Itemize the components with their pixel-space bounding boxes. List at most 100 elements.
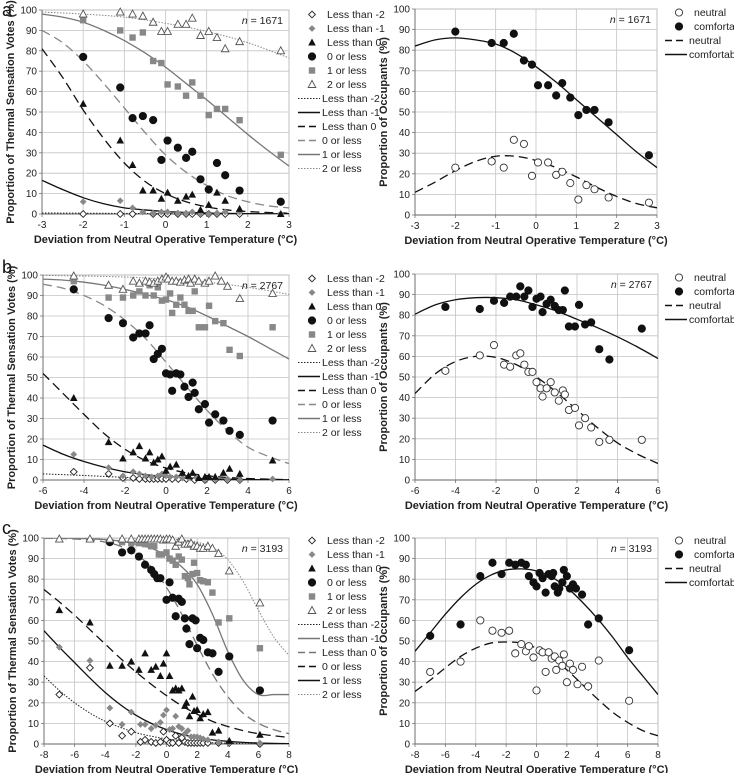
y-tick-label: 40: [399, 128, 411, 139]
x-tick-label: -4: [101, 750, 110, 761]
data-point-0-or-less: [191, 616, 200, 625]
legend-marker: [308, 331, 316, 338]
data-point-1-or-less: [130, 292, 137, 299]
data-point-comfortable: [546, 295, 555, 304]
data-point-comfortable: [489, 296, 499, 305]
data-point-1-or-less: [158, 551, 166, 558]
data-point-less-than-0: [55, 606, 64, 614]
legend-label: 0 or less: [327, 315, 367, 327]
data-point-0-or-less: [145, 321, 154, 330]
data-point-less-than-1: [139, 208, 147, 216]
data-point-2-or-less: [177, 534, 187, 543]
data-point-comfortable: [605, 355, 614, 364]
data-point-less-than-0: [188, 692, 197, 700]
data-point-1-or-less: [215, 619, 222, 626]
data-point-less-than-0: [225, 736, 234, 744]
sample-size-annotation: n = 2767: [242, 280, 283, 292]
legend-entry: 2 or less: [298, 427, 362, 439]
data-point-0-or-less: [149, 116, 158, 125]
data-point-comfortable: [570, 322, 580, 331]
data-point-less-than-1: [148, 473, 156, 481]
data-point-less-than-0: [149, 186, 157, 194]
legend-entry: 2 or less: [298, 163, 362, 175]
data-point-0-or-less: [212, 158, 222, 168]
data-point-less-than-0: [79, 99, 87, 107]
data-point-less-than-1: [184, 727, 192, 735]
data-point-0-or-less: [129, 333, 138, 342]
legend-entry: comfortable: [665, 577, 734, 589]
data-point-2-or-less: [128, 9, 138, 18]
data-point-comfortable: [441, 302, 450, 312]
data-point-0-or-less: [225, 426, 234, 435]
legend-label: Less than 0: [322, 647, 376, 659]
y-tick-label: 20: [399, 698, 411, 709]
data-point-2-or-less: [78, 9, 88, 18]
data-point-2-or-less: [138, 11, 148, 20]
y-tick-label: 60: [399, 87, 411, 98]
data-point-less-than-0: [168, 686, 177, 694]
x-tick-label: 4: [594, 750, 600, 761]
data-point-less-than-1: [156, 718, 164, 726]
data-point-comfortable: [519, 56, 529, 65]
data-point-2-or-less: [104, 280, 114, 289]
data-point-1-or-less: [236, 352, 243, 360]
data-point-0-or-less: [208, 649, 217, 658]
y-tick-label: 50: [26, 108, 38, 119]
data-point-less-than-0: [116, 136, 125, 144]
legend-entry: 2 or less: [307, 605, 367, 617]
data-point-less-than-0: [276, 210, 285, 217]
data-point-neutral: [524, 642, 533, 651]
data-point-0-or-less: [268, 416, 277, 425]
data-point-less-than-0: [182, 698, 191, 706]
data-point-less-than-0: [129, 448, 137, 456]
data-point-1-or-less: [136, 288, 143, 295]
x-tick-label: 0: [534, 750, 540, 761]
data-point-1-or-less: [150, 292, 157, 299]
data-point-neutral: [546, 378, 555, 387]
data-point-less-than-0: [158, 452, 166, 460]
y-tick-label: 0: [404, 211, 410, 222]
legend-entry: comfortable: [674, 286, 734, 298]
y-tick-label: 30: [399, 414, 411, 425]
data-point-comfortable: [558, 79, 567, 88]
y-tick-label: 70: [27, 332, 39, 343]
data-point-neutral: [625, 696, 634, 705]
data-point-comfortable: [532, 582, 541, 591]
data-point-neutral: [582, 181, 591, 190]
data-point-0-or-less: [117, 548, 127, 557]
data-point-less-than-1: [147, 725, 155, 732]
y-tick-label: 60: [399, 352, 411, 363]
data-point-less-than-0: [256, 730, 264, 738]
legend-entry: 1 or less: [298, 675, 362, 687]
legend-entry: 0 or less: [298, 135, 362, 147]
data-point-1-or-less: [205, 111, 212, 119]
data-point-1-or-less: [151, 543, 158, 550]
data-point-less-than-0: [205, 472, 213, 480]
chart-a-left: 0 10 20 30 40 50 60 70 80 90 100 -3 -2 -1 0 1 2 3 Deviatio…: [5, 0, 385, 246]
data-point-2-or-less: [173, 19, 183, 28]
data-point-comfortable: [451, 27, 460, 36]
data-point-comfortable: [520, 292, 529, 301]
data-point-1-or-less: [205, 302, 213, 309]
data-point-comfortable: [595, 345, 604, 354]
legend-label: 1 or less: [327, 329, 367, 341]
data-point-neutral: [584, 682, 593, 691]
x-tick-label: -1: [120, 220, 129, 231]
data-point-less-than-2: [135, 474, 144, 484]
x-tick-label: -8: [40, 750, 49, 761]
legend-label: Less than -2: [327, 9, 385, 21]
data-point-0-or-less: [181, 153, 191, 162]
data-point-neutral: [509, 135, 518, 144]
data-point-1-or-less: [154, 284, 161, 291]
chart-a-right: 0 10 20 30 40 50 60 70 80 90 100 -3 -2 -1 0 1 2 3 Deviatio…: [378, 5, 734, 248]
legend-label: 1 or less: [327, 65, 367, 77]
data-point-0-or-less: [221, 171, 230, 180]
legend-entry: 0 or less: [307, 315, 367, 327]
data-point-less-than-0: [185, 712, 194, 720]
data-point-comfortable: [594, 614, 603, 623]
data-point-0-or-less: [188, 378, 197, 387]
data-point-1-or-less: [182, 92, 190, 99]
y-tick-label: 90: [399, 554, 411, 565]
data-point-neutral: [426, 667, 435, 676]
data-point-1-or-less: [256, 645, 264, 652]
